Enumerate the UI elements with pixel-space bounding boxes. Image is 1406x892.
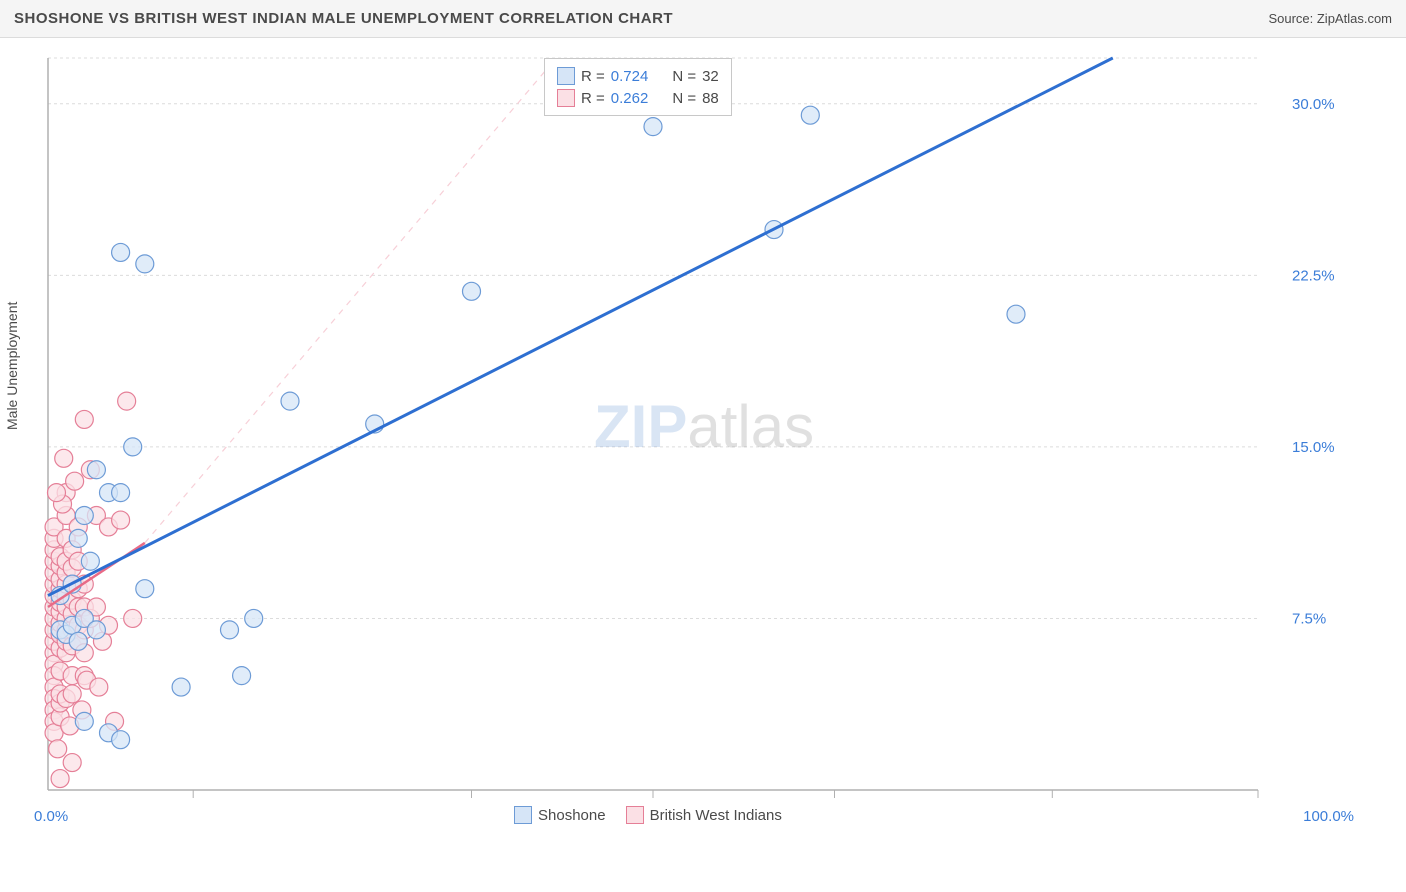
chart-svg: 7.5% 15.0% 22.5% 30.0% bbox=[44, 52, 1348, 830]
correlation-legend: R = 0.724 N = 32 R = 0.262 N = 88 bbox=[544, 58, 732, 116]
data-point bbox=[66, 472, 84, 490]
data-point bbox=[112, 484, 130, 502]
legend-swatch bbox=[557, 89, 575, 107]
data-point bbox=[75, 410, 93, 428]
r-value: 0.724 bbox=[611, 68, 649, 85]
data-point bbox=[233, 667, 251, 685]
source-label: Source: ZipAtlas.com bbox=[1268, 11, 1392, 26]
data-point bbox=[112, 731, 130, 749]
legend-row: R = 0.724 N = 32 bbox=[557, 65, 719, 87]
data-point bbox=[55, 449, 73, 467]
data-point bbox=[49, 740, 67, 758]
series-legend-label: British West Indians bbox=[650, 807, 782, 824]
series-legend-item: Shoshone bbox=[514, 804, 606, 826]
series-legend-label: Shoshone bbox=[538, 807, 606, 824]
data-point bbox=[644, 118, 662, 136]
plot-area: 7.5%15.0%22.5%30.0% ZIPatlas R =0.724N =… bbox=[44, 52, 1348, 830]
data-point bbox=[90, 678, 108, 696]
title-bar: SHOSHONE VS BRITISH WEST INDIAN MALE UNE… bbox=[0, 0, 1406, 38]
x-axis-min-label: 0.0% bbox=[34, 808, 68, 825]
data-point bbox=[69, 529, 87, 547]
x-axis-max-label: 100.0% bbox=[1303, 808, 1354, 825]
data-point bbox=[87, 621, 105, 639]
series-legend: Shoshone British West Indians bbox=[514, 804, 782, 826]
legend-swatch bbox=[626, 806, 644, 824]
y-axis-label: Male Unemployment bbox=[4, 302, 20, 430]
data-point bbox=[124, 438, 142, 456]
data-point bbox=[221, 621, 239, 639]
legend-swatch bbox=[514, 806, 532, 824]
y-tick-label: 22.5% bbox=[1292, 267, 1335, 284]
data-point bbox=[245, 609, 263, 627]
data-point bbox=[69, 632, 87, 650]
y-tick-label: 7.5% bbox=[1292, 610, 1326, 627]
legend-swatch bbox=[557, 67, 575, 85]
data-point bbox=[172, 678, 190, 696]
r-label: R = bbox=[581, 90, 605, 107]
n-value: 32 bbox=[702, 68, 719, 85]
data-point bbox=[463, 282, 481, 300]
r-label: R = bbox=[581, 68, 605, 85]
y-tick-label: 30.0% bbox=[1292, 96, 1335, 113]
data-point bbox=[136, 580, 154, 598]
data-point bbox=[75, 712, 93, 730]
legend-row: R = 0.262 N = 88 bbox=[557, 87, 719, 109]
data-point bbox=[801, 106, 819, 124]
data-point bbox=[81, 552, 99, 570]
trend-extension bbox=[145, 58, 556, 543]
data-point bbox=[112, 243, 130, 261]
data-point bbox=[51, 770, 69, 788]
r-value: 0.262 bbox=[611, 90, 649, 107]
series-legend-item: British West Indians bbox=[626, 804, 782, 826]
data-point bbox=[47, 484, 65, 502]
data-point bbox=[118, 392, 136, 410]
data-point bbox=[87, 461, 105, 479]
chart-title: SHOSHONE VS BRITISH WEST INDIAN MALE UNE… bbox=[14, 10, 673, 27]
data-point bbox=[63, 685, 81, 703]
data-point bbox=[75, 507, 93, 525]
data-point bbox=[136, 255, 154, 273]
n-value: 88 bbox=[702, 90, 719, 107]
data-point bbox=[112, 511, 130, 529]
data-point bbox=[63, 754, 81, 772]
data-point bbox=[281, 392, 299, 410]
n-label: N = bbox=[672, 68, 696, 85]
trend-line bbox=[48, 58, 1113, 596]
data-point bbox=[1007, 305, 1025, 323]
data-point bbox=[124, 609, 142, 627]
y-tick-label: 15.0% bbox=[1292, 439, 1335, 456]
n-label: N = bbox=[672, 90, 696, 107]
